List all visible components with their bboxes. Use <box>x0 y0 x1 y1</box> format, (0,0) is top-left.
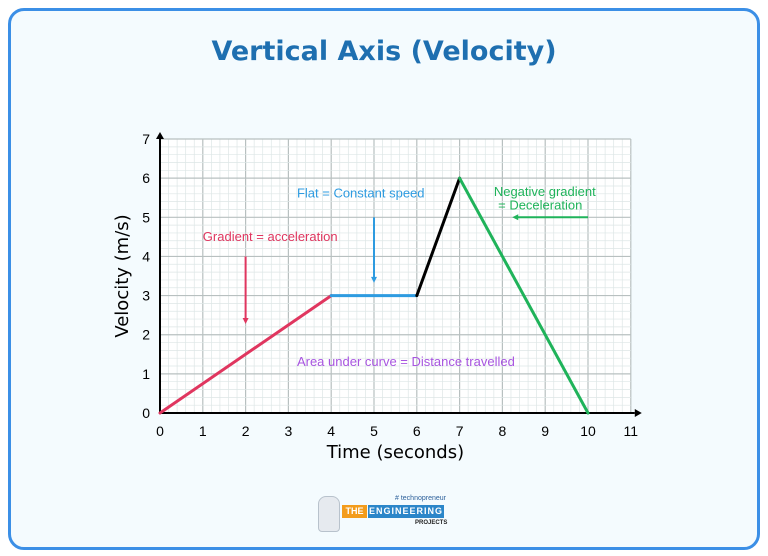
series-segment-0 <box>158 294 333 415</box>
annotation-text: = Deceleration <box>498 197 582 212</box>
arrow-head-icon <box>242 318 249 325</box>
logo-projects: PROJECTS <box>415 520 448 526</box>
x-tick-label: 0 <box>156 423 164 439</box>
plot-background <box>160 139 631 413</box>
x-axis-label: Time (seconds) <box>326 442 464 463</box>
series-segment-3 <box>458 176 590 415</box>
arrow-head-icon <box>512 214 519 221</box>
logo-the: THE <box>342 505 367 518</box>
robot-icon <box>318 496 340 532</box>
y-tick-label: 0 <box>142 405 150 421</box>
x-tick-label: 5 <box>370 423 378 439</box>
annotation-text: Gradient = acceleration <box>203 229 338 244</box>
x-tick-label: 1 <box>199 423 207 439</box>
annotation-text: Area under curve = Distance travelled <box>297 354 515 369</box>
annotation-text: Negative gradient <box>494 184 596 199</box>
page-title: Vertical Axis (Velocity) <box>211 36 557 67</box>
logo: # technopreneur THE ENGINEERING PROJECTS <box>315 494 450 534</box>
x-tick-label: 7 <box>456 423 464 439</box>
y-tick-label: 1 <box>142 366 150 382</box>
annotation-text: Flat = Constant speed <box>297 186 425 201</box>
x-tick-label: 6 <box>413 423 421 439</box>
y-tick-label: 2 <box>142 327 150 343</box>
logo-engineering: ENGINEERING <box>368 505 444 518</box>
series-segment-2 <box>415 176 462 298</box>
x-tick-label: 9 <box>541 423 549 439</box>
x-tick-label: 11 <box>624 423 639 439</box>
x-tick-label: 4 <box>327 423 335 439</box>
x-tick-label: 10 <box>580 423 596 439</box>
x-axis-arrow-icon <box>634 409 642 417</box>
y-tick-label: 3 <box>142 288 150 304</box>
y-tick-label: 4 <box>142 248 150 264</box>
x-tick-label: 8 <box>499 423 507 439</box>
y-axis-arrow-icon <box>156 132 164 140</box>
y-tick-label: 7 <box>142 131 150 147</box>
y-axis-label: Velocity (m/s) <box>112 214 133 337</box>
y-tick-label: 5 <box>142 209 150 225</box>
arrow-head-icon <box>371 276 377 283</box>
logo-tag: # technopreneur <box>395 495 446 502</box>
x-tick-label: 2 <box>242 423 250 439</box>
x-tick-label: 3 <box>285 423 293 439</box>
y-tick-label: 6 <box>142 170 150 186</box>
